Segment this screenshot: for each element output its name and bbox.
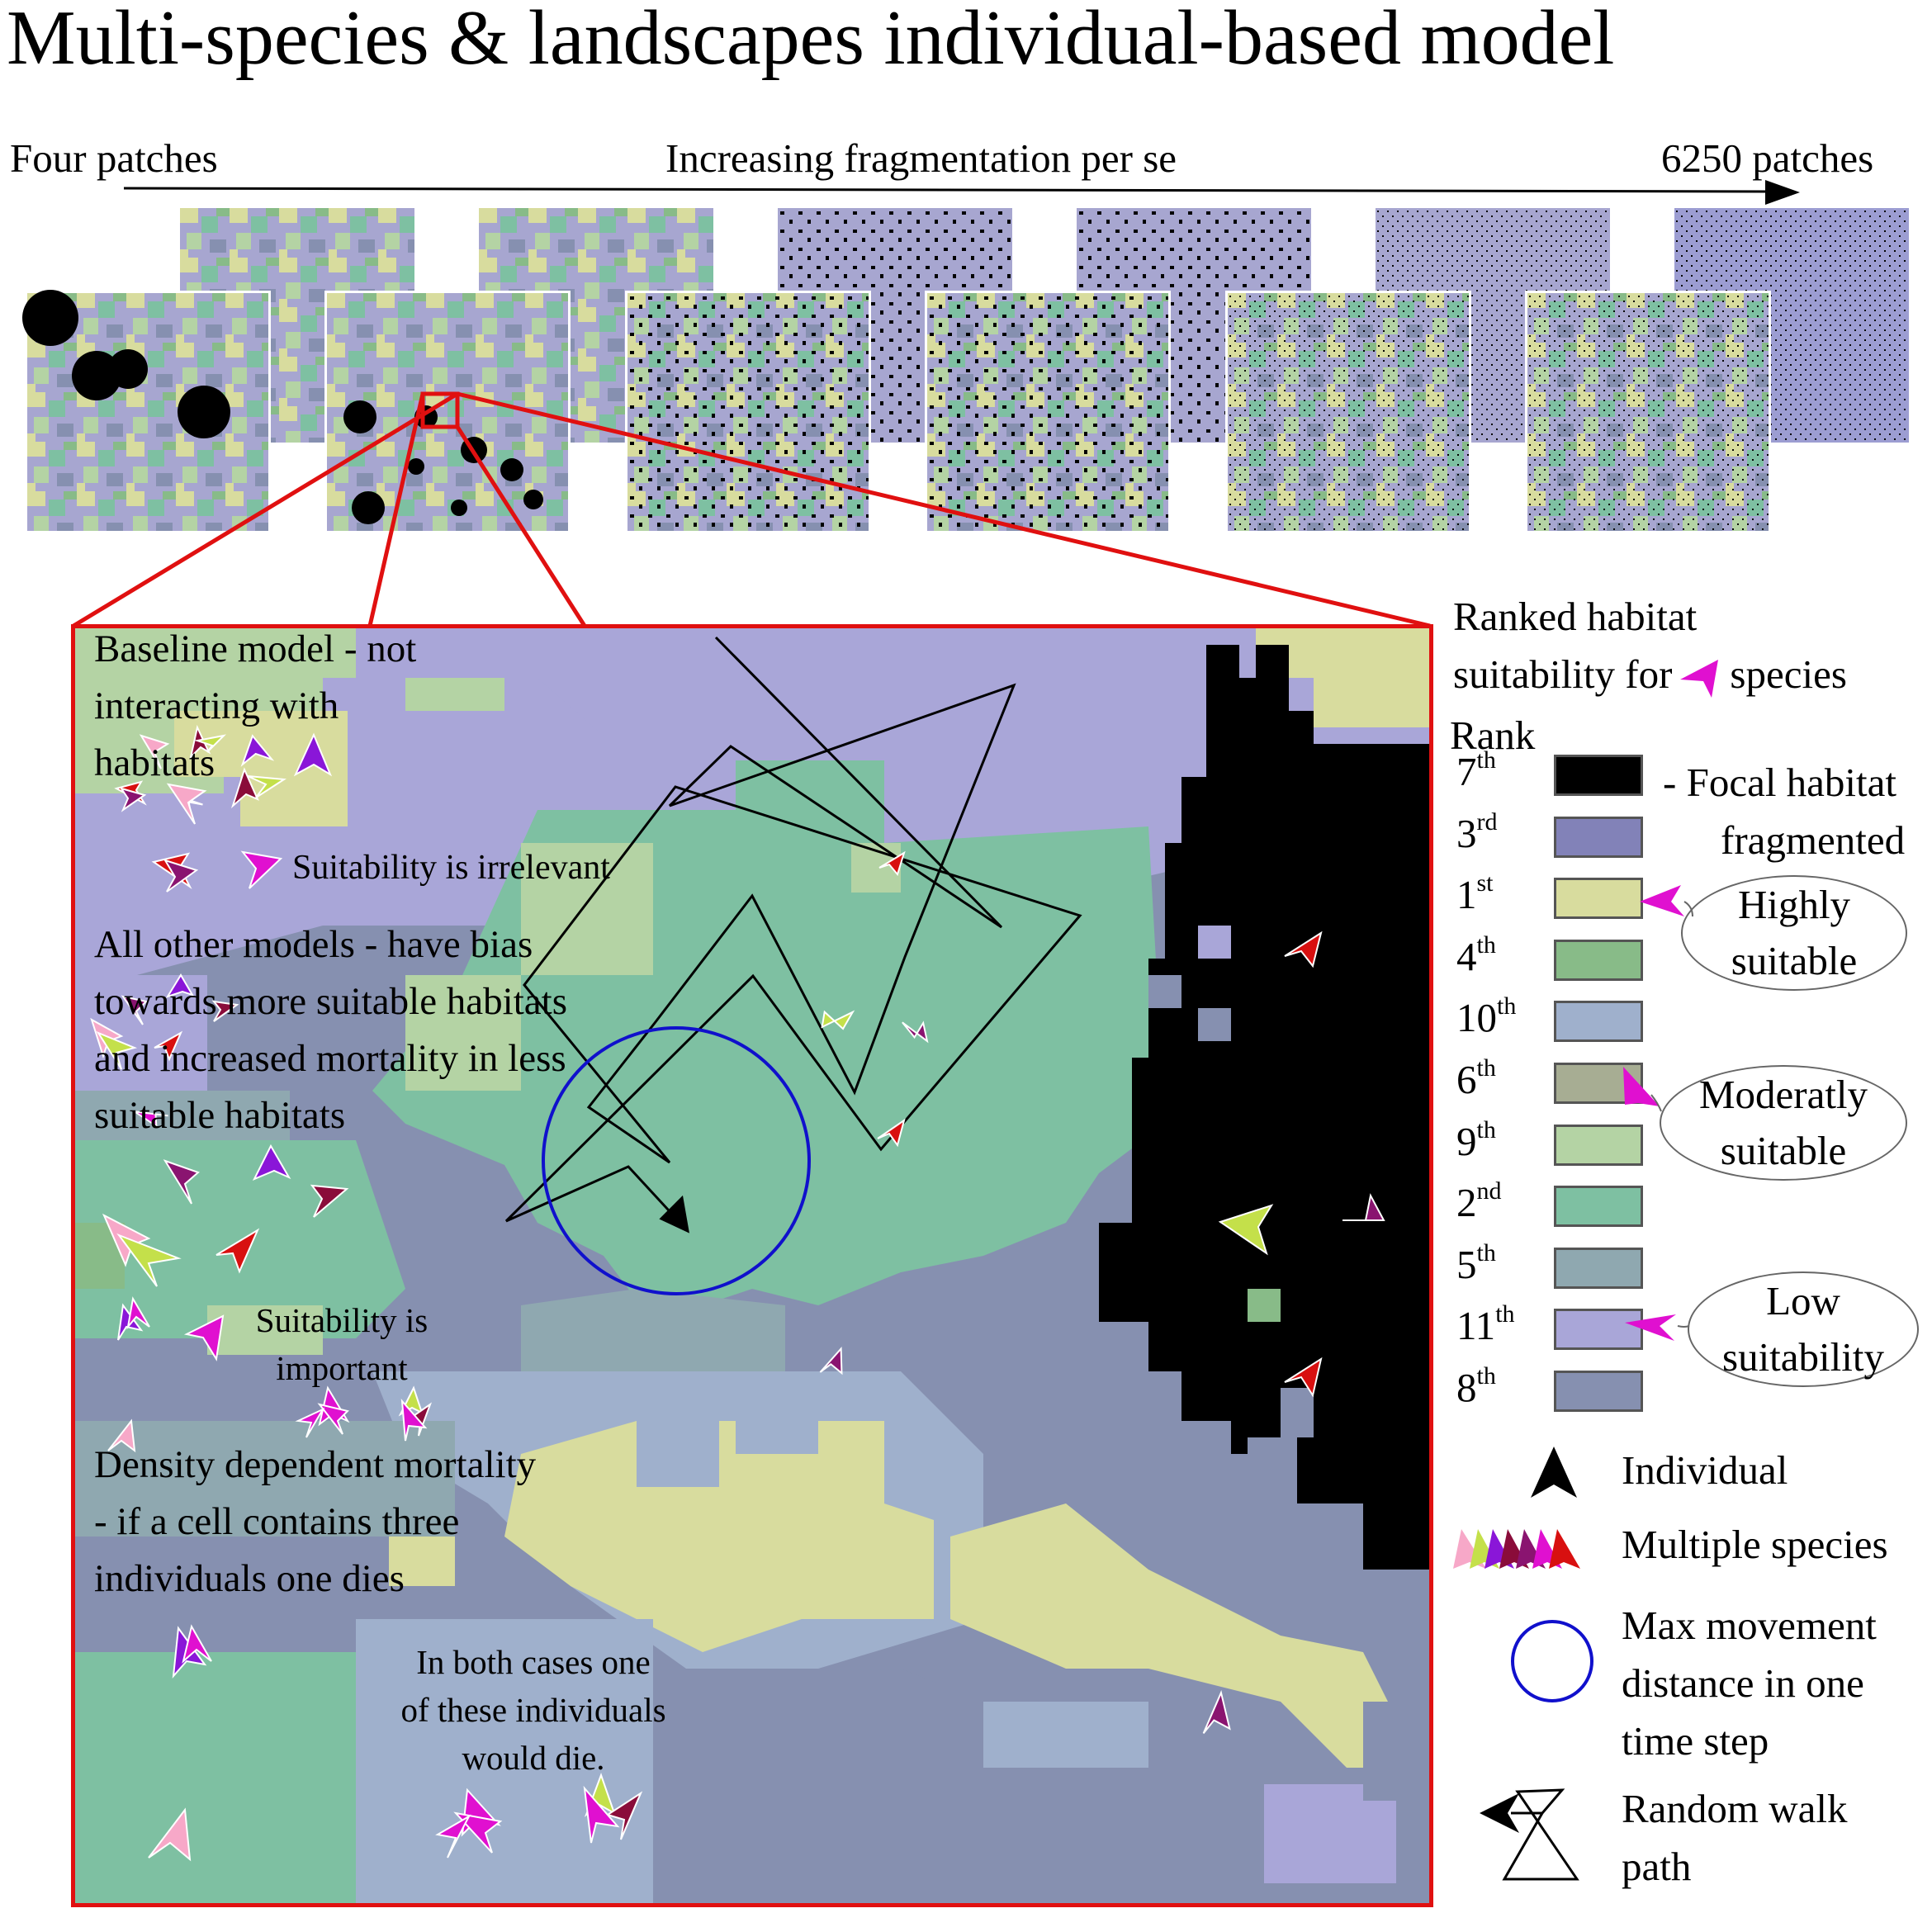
max-movement-circle [542,1026,811,1295]
species-arrowhead-icon [139,734,170,769]
rank-swatch [1554,1371,1643,1412]
landscape-thumbnail [925,291,1171,533]
magenta-arrowhead-icon [1640,885,1684,916]
rank-number: 7th [1456,746,1496,794]
rank-number: 6th [1456,1054,1496,1102]
rank-number: 4th [1456,930,1496,979]
rank-swatch [1554,1186,1643,1228]
species-arrowhead-icon [211,1000,239,1022]
rank-number: 1st [1456,869,1494,918]
species-arrowhead-icon [821,1010,855,1030]
density-mortality-annotation: Density dependent mortality - if a cell … [94,1443,537,1600]
species-arrowhead-icon [877,1118,906,1148]
species-individuals [90,724,929,1453]
species-arrowhead-icon [119,787,147,812]
suitability-important-label: Suitability is important [255,1301,429,1387]
highly-suitable-bubble: Highly suitable [1681,875,1907,991]
landscape-thumbnail [324,291,571,533]
fragmentation-axis-label: Increasing fragmentation per se [665,135,1177,181]
species-arrowhead-icon [107,1418,136,1453]
zoomed-habitat-map [71,624,1433,1907]
magenta-arrowhead-icon [1680,659,1719,698]
rank-number: 8th [1456,1362,1496,1410]
landscape-thumbnail [22,290,271,533]
species-arrowhead-icon [878,850,906,877]
rank-number: 3rd [1456,807,1498,856]
rank-swatch [1554,1247,1643,1289]
many-patches-label: 6250 patches [1661,135,1874,181]
landscape-thumbnail [1225,291,1471,533]
rank-number: 5th [1456,1238,1496,1287]
species-arrowhead-icon [902,1020,929,1044]
baseline-annotation: Baseline model - not interacting with ha… [94,627,417,784]
rank-swatch [1554,1124,1643,1166]
rank-swatch [1554,1001,1643,1043]
landscape-thumbnail [625,291,871,533]
moderately-suitable-bubble: Moderatly suitable [1660,1065,1907,1181]
species-arrowhead-icon [295,1407,325,1438]
random-walk-icon [1480,1788,1579,1881]
species-arrowhead-icon [177,795,203,812]
species-arrowhead-icon [165,973,195,998]
species-arrowhead-icon [134,1110,168,1128]
landscape-thumbnail [1525,291,1771,533]
random-walk-label: Random walk path [1622,1786,1848,1889]
rank-swatch [1554,878,1643,920]
species-arrowhead-icon [154,1030,183,1062]
max-movement-label: Max movement distance in one time step [1622,1603,1877,1764]
species-arrowhead-icon [121,995,149,1025]
figure-title: Multi-species & landscapes individual-ba… [7,0,1615,81]
species-arrowhead-icon [819,1347,843,1376]
rank-number: 9th [1456,1115,1496,1164]
rank-label: Rank [1450,713,1536,758]
focal-habitat-label: - Focal habitat fragmented [1663,760,1906,863]
legend-heading: Ranked habitat suitability for species [1453,588,1847,703]
fragmentation-arrow-icon [123,180,1800,205]
both-cases-annotation: In both cases one of these individuals w… [400,1643,666,1777]
species-arrowhead-icon [126,1296,150,1330]
suitability-irrelevant-label: Suitability is irrelevant [292,849,610,887]
rank-swatch [1554,939,1643,981]
species-arrowhead-icon [400,1399,428,1442]
low-suitability-bubble: Low suitability [1688,1271,1919,1387]
multiple-species-label: Multiple species [1622,1522,1888,1567]
random-walk-path [504,636,1082,1234]
max-movement-icon [1511,1620,1593,1702]
rank-number: 2nd [1456,1177,1502,1226]
species-arrowhead-icon [317,1403,349,1435]
rank-number: 10th [1456,992,1517,1041]
species-arrowhead-icon [240,734,275,767]
rank-swatch [1554,816,1643,858]
species-arrowhead-icon [96,1030,138,1070]
multiple-species-icon [1453,1529,1580,1569]
rank-number: 11th [1456,1300,1515,1349]
rank-swatch [1554,1063,1643,1104]
individual-icon [1531,1447,1577,1498]
individual-label: Individual [1622,1447,1788,1493]
rank-swatch [1554,755,1643,796]
species-arrowhead-icon [194,734,226,753]
rank-swatch [1554,1309,1643,1351]
four-patches-label: Four patches [10,135,218,181]
other-models-annotation: All other models - have bias towards mor… [94,923,567,1137]
